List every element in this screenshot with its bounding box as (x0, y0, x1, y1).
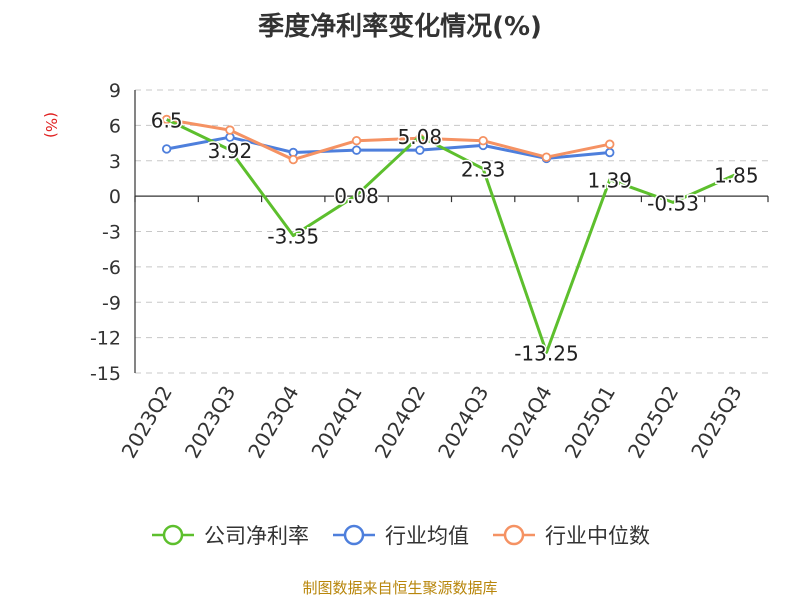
legend-label: 公司净利率 (204, 524, 309, 548)
data-label: -13.25 (514, 341, 578, 365)
x-tick-label: 2024Q3 (433, 382, 493, 463)
legend-label: 行业均值 (385, 524, 469, 548)
series-point-2 (478, 136, 488, 146)
data-label: 0.08 (334, 184, 379, 208)
y-tick-label: 0 (109, 186, 121, 208)
series-point-2 (351, 136, 362, 146)
data-label: 1.39 (587, 169, 632, 193)
x-tick-label: 2023Q3 (180, 382, 240, 463)
data-label: -0.53 (647, 191, 699, 215)
data-label: 3.92 (208, 139, 253, 163)
y-tick-label: -3 (102, 222, 121, 244)
x-tick-label: 2023Q4 (243, 382, 303, 463)
legend-swatch-icon (333, 524, 375, 546)
legend-item[interactable]: 行业中位数 (491, 520, 650, 550)
y-tick-label: 9 (109, 80, 121, 102)
data-label: 2.33 (461, 158, 506, 182)
data-label: 1.85 (714, 163, 759, 187)
x-tick-label: 2024Q1 (306, 382, 366, 463)
series-line-1 (166, 135, 610, 160)
y-axis-unit-label: (%) (42, 112, 60, 138)
chart-title: 季度净利率变化情况(%) (258, 12, 542, 42)
series-point-1 (605, 147, 615, 158)
y-tick-label: -6 (102, 257, 121, 279)
y-tick-label: -9 (102, 292, 121, 314)
y-tick-label: 6 (109, 115, 121, 137)
series-line-0 (166, 118, 738, 354)
data-label: -3.35 (267, 225, 319, 249)
series-point-1 (351, 145, 362, 155)
x-tick-label: 2025Q2 (623, 382, 683, 463)
series-point-1 (415, 145, 425, 155)
data-source-note: 制图数据来自恒生聚源数据库 (302, 579, 498, 597)
x-tick-label: 2023Q2 (117, 382, 177, 463)
series-line-2 (166, 118, 611, 162)
series-point-2 (541, 152, 552, 162)
series-point-2 (288, 154, 298, 165)
x-tick-label: 2025Q3 (686, 382, 746, 463)
y-tick-label: -12 (90, 328, 121, 350)
data-label: 5.08 (398, 125, 443, 149)
series-point-2 (225, 125, 235, 135)
data-label: 6.5 (151, 108, 183, 132)
legend-label: 行业中位数 (545, 524, 650, 548)
legend-swatch-icon (493, 524, 535, 546)
chart-legend: 公司净利率 行业均值 行业中位数 (0, 520, 800, 550)
y-tick-label: -15 (90, 363, 121, 385)
series-point-2 (605, 139, 615, 149)
legend-swatch-icon (152, 524, 194, 546)
x-tick-label: 2024Q4 (496, 382, 556, 463)
x-tick-label: 2025Q1 (560, 382, 620, 463)
legend-item[interactable]: 行业均值 (331, 520, 469, 550)
legend-item[interactable]: 公司净利率 (150, 520, 309, 550)
x-tick-label: 2024Q2 (370, 382, 430, 463)
y-tick-label: 3 (109, 151, 121, 173)
series-point-1 (161, 144, 172, 154)
